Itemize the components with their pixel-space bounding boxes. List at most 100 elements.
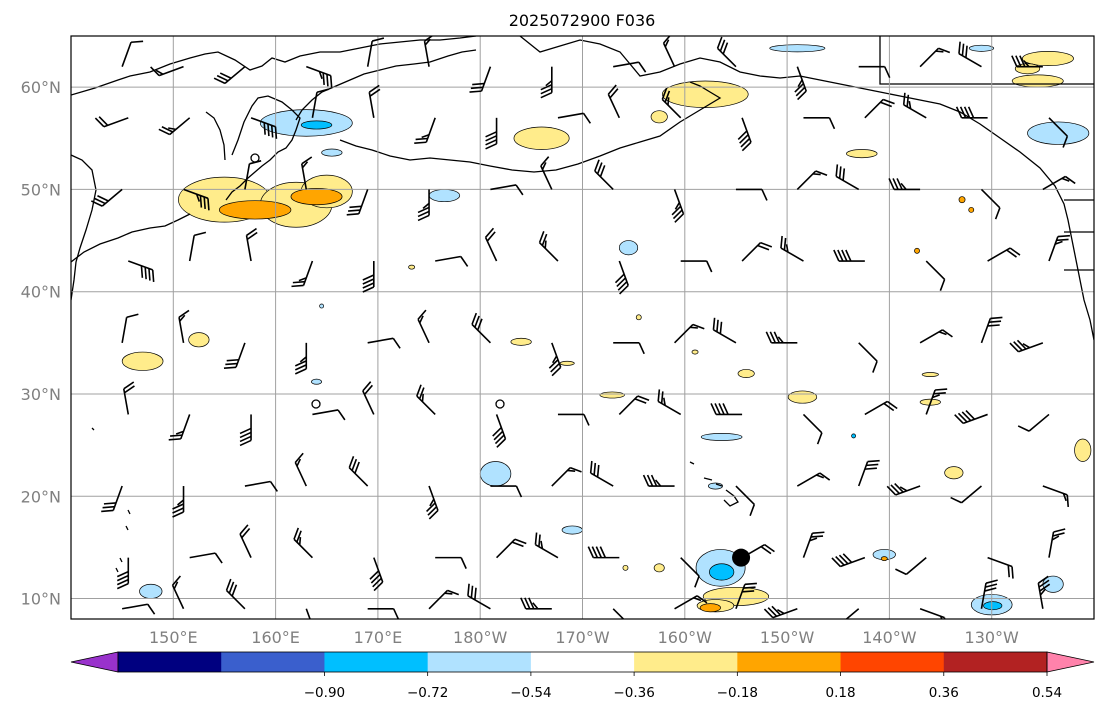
- contour-area-40: [699, 603, 721, 613]
- wind-barb: [172, 486, 185, 518]
- wind-barb: [122, 603, 156, 615]
- wind-barb: [485, 117, 498, 150]
- wind-barb: [128, 260, 155, 283]
- wind-barb: [158, 117, 191, 136]
- colorbar-segment: [943, 652, 1048, 672]
- wind-barb: [902, 92, 927, 119]
- wind-barb: [426, 485, 439, 520]
- wind-barb: [857, 459, 880, 487]
- wind-barb-layer: [90, 36, 1076, 619]
- wind-barb: [737, 117, 752, 152]
- contour-area-32: [944, 466, 964, 480]
- contour-area-15: [1011, 74, 1064, 88]
- wind-barb: [614, 260, 629, 295]
- wind-barb: [864, 98, 895, 119]
- storm-center-marker: [732, 548, 751, 567]
- alaska-coastline: [519, 36, 1094, 341]
- wind-barb: [919, 608, 947, 619]
- contour-area-43: [983, 601, 1003, 611]
- lat-label: 20°N: [21, 487, 61, 506]
- lon-label: 130°W: [965, 628, 1020, 647]
- wind-barb: [417, 189, 430, 222]
- lon-label: 160°W: [658, 628, 713, 647]
- wind-barb: [484, 227, 498, 262]
- lon-label: 170°E: [354, 628, 403, 647]
- wind-barb: [244, 480, 279, 492]
- lon-label: 150°E: [149, 628, 198, 647]
- wind-barb: [958, 41, 982, 68]
- colorbar-segment: [221, 652, 325, 672]
- wind-barb: [294, 452, 308, 487]
- wind-barb: [594, 159, 614, 190]
- okhotsk-coastline: [225, 95, 301, 201]
- wind-barb: [116, 557, 130, 590]
- contour-area-27: [787, 390, 818, 404]
- wind-barb: [168, 414, 191, 441]
- contour-area-35: [561, 525, 583, 535]
- wind-barb: [213, 66, 246, 85]
- contour-area-17: [846, 149, 878, 159]
- longitude-labels: 150°E 160°E 170°E 180°W 170°W 160°W 150°W 140°W…: [149, 628, 1019, 647]
- contour-area-25: [599, 391, 625, 399]
- wind-barb: [765, 331, 798, 344]
- colorbar-extend-low: [70, 651, 119, 673]
- wind-barb: [346, 189, 369, 216]
- wind-barb: [122, 381, 135, 415]
- wind-barb: [428, 589, 460, 610]
- colorbar-extend-high: [1046, 651, 1095, 673]
- contour-area-51: [968, 206, 975, 213]
- contour-area-48: [408, 264, 416, 270]
- wind-barb: [1042, 485, 1070, 508]
- contour-area-24: [559, 360, 575, 366]
- wind-barb: [980, 579, 998, 609]
- wind-barb: [1048, 117, 1069, 148]
- wind-barb: [607, 84, 621, 119]
- contour-area-28: [921, 372, 939, 377]
- wind-barb: [955, 106, 988, 119]
- wind-barb: [980, 316, 1003, 344]
- wind-barb: [367, 607, 400, 619]
- asia-coastline: [71, 36, 477, 96]
- aleutian-chain: [339, 81, 722, 173]
- wind-barb: [311, 88, 329, 118]
- wind-barb: [674, 323, 705, 344]
- latitude-labels: 60°N 50°N 40°N 30°N 20°N 10°N: [21, 78, 61, 608]
- wind-barb: [796, 170, 828, 190]
- contour-area-46: [653, 563, 665, 573]
- wind-barb: [1009, 339, 1044, 353]
- wind-barb: [369, 557, 384, 592]
- wind-barb: [469, 66, 492, 93]
- wind-barb: [919, 47, 951, 68]
- colorbar-label: −0.72: [407, 685, 448, 701]
- wind-barb: [492, 414, 507, 448]
- wind-barb: [1042, 175, 1076, 191]
- contour-area-7: [321, 148, 343, 157]
- wind-barb: [735, 485, 756, 517]
- wind-barb: [557, 413, 590, 426]
- wind-barb: [239, 414, 252, 447]
- wind-barb: [367, 337, 401, 349]
- wind-barb: [414, 117, 436, 144]
- contour-area-8: [513, 126, 570, 150]
- wind-barb: [886, 483, 921, 496]
- contour-area-9: [661, 80, 749, 108]
- wind-barb: [490, 184, 524, 196]
- wind-barb: [534, 532, 559, 559]
- canada-border: [879, 36, 1094, 85]
- west-pacific-islets: [91, 427, 131, 573]
- map-frame: [70, 35, 1095, 620]
- wind-barb: [551, 466, 582, 487]
- contour-area-1: [300, 120, 333, 130]
- wind-barb: [467, 583, 491, 610]
- wind-barb: [612, 608, 633, 619]
- wind-barb: [831, 553, 866, 568]
- wind-barb: [796, 472, 831, 487]
- wind-barb: [417, 309, 430, 344]
- wind-barb: [538, 231, 559, 262]
- contour-area-56: [880, 556, 888, 562]
- wind-barb: [662, 36, 676, 68]
- contour-area-37: [709, 563, 735, 581]
- sakhalin-coastline: [205, 111, 226, 161]
- colorbar: −0.90−0.72−0.54−0.36−0.180.180.360.540.7…: [70, 651, 1095, 701]
- wind-barb: [710, 403, 743, 416]
